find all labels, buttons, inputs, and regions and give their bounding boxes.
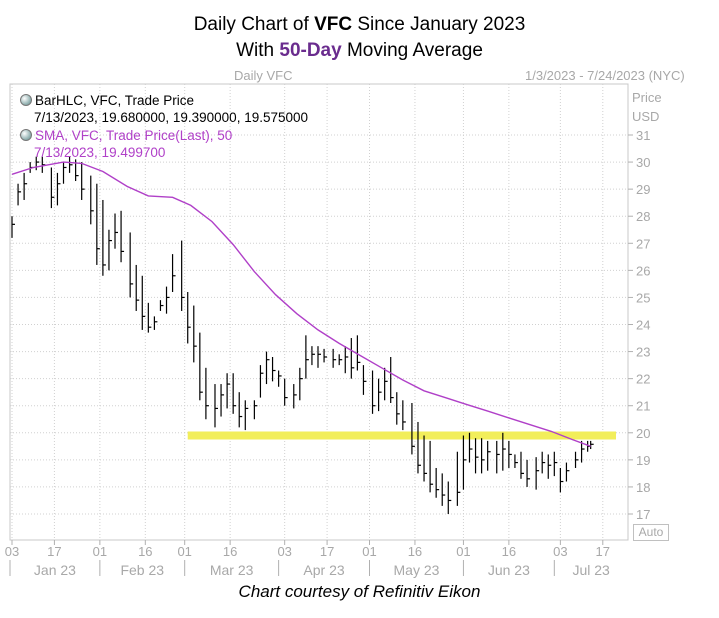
- x-axis: 03 17 01 16 01 16 03 17 01 16 01 16 03 17 Jan 23 Feb 23…: [5, 540, 610, 578]
- y-tick-label: 26: [636, 263, 650, 278]
- x-tick-label: 03: [553, 544, 567, 559]
- x-tick-label: 01: [93, 544, 107, 559]
- y-tick-label: 17: [636, 507, 650, 522]
- chart-title-suffix: Since January 2023: [352, 14, 526, 35]
- y-tick-label: 30: [636, 155, 650, 170]
- x-tick-label: 01: [177, 544, 191, 559]
- x-month-label: Feb 23: [120, 562, 164, 578]
- y-tick-label: 18: [636, 480, 650, 495]
- auto-scale-button[interactable]: Auto: [633, 524, 669, 541]
- x-month-label: Jan 23: [34, 562, 76, 578]
- y-tick-label: 21: [636, 399, 650, 414]
- yaxis-label-price: Price: [632, 90, 662, 105]
- chart-title-ticker: VFC: [314, 14, 353, 35]
- chart-subtitle-prefix: With: [236, 40, 280, 61]
- legend-sma-icon: [20, 129, 32, 141]
- x-tick-label: 17: [596, 544, 610, 559]
- chart-caption: Chart courtesy of Refinitiv Eikon: [238, 582, 481, 601]
- y-tick-label: 20: [636, 426, 650, 441]
- chart-subtitle: With 50-Day Moving Average: [0, 40, 719, 62]
- legend-bar-icon: [20, 94, 32, 106]
- x-tick-label: 03: [277, 544, 291, 559]
- grid: [9, 83, 629, 541]
- y-tick-label: 27: [636, 236, 650, 251]
- x-month-label: May 23: [394, 562, 440, 578]
- x-tick-label: 16: [408, 544, 422, 559]
- x-tick-label: 03: [5, 544, 19, 559]
- sma-line-layer: [11, 161, 591, 447]
- y-tick-label: 23: [636, 345, 650, 360]
- sma-line: [11, 161, 591, 447]
- y-tick-label: 24: [636, 318, 650, 333]
- plot-frame: [9, 83, 629, 541]
- chart-name-label: Daily VFC: [234, 68, 293, 83]
- yaxis-label-currency: USD: [632, 109, 660, 124]
- y-tick-label: 29: [636, 182, 650, 197]
- legend-bar-values: 7/13/2023, 19.680000, 19.390000, 19.5750…: [34, 110, 309, 125]
- x-tick-label: 17: [47, 544, 61, 559]
- legend-sma-series-label: SMA, VFC, Trade Price(Last), 50: [35, 128, 233, 143]
- x-tick-label: 16: [223, 544, 237, 559]
- chart-title-prefix: Daily Chart of: [193, 14, 315, 35]
- date-range-label: 1/3/2023 - 7/24/2023 (NYC): [525, 68, 685, 83]
- legend-sma-series[interactable]: SMA, VFC, Trade Price(Last), 50: [20, 127, 232, 144]
- x-month-label: Apr 23: [303, 562, 344, 578]
- price-bars: [11, 156, 594, 514]
- legend-bar-series[interactable]: BarHLC, VFC, Trade Price: [20, 92, 194, 109]
- y-tick-label: 28: [636, 209, 650, 224]
- y-tick-label: 22: [636, 372, 650, 387]
- x-tick-label: 01: [362, 544, 376, 559]
- y-tick-label: 19: [636, 453, 650, 468]
- x-tick-label: 01: [456, 544, 470, 559]
- x-month-label: Jun 23: [488, 562, 530, 578]
- x-tick-label: 17: [320, 544, 334, 559]
- x-tick-label: 16: [502, 544, 516, 559]
- chart-subtitle-suffix: Moving Average: [341, 40, 483, 61]
- x-month-label: Jul 23: [572, 562, 610, 578]
- x-tick-label: 16: [138, 544, 152, 559]
- legend-bar-series-label: BarHLC, VFC, Trade Price: [35, 93, 195, 108]
- y-tick-label: 25: [636, 290, 650, 305]
- chart-subtitle-accent: 50-Day: [279, 40, 342, 61]
- y-tick-label: 31: [636, 128, 650, 143]
- chart-title: Daily Chart of VFC Since January 2023: [0, 14, 719, 36]
- legend-sma-values: 7/13/2023, 19.499700: [34, 145, 166, 160]
- y-axis: 17 18 19 20 21 22 23 24 25 26 27 28 29 30 31: [628, 128, 650, 522]
- x-month-label: Mar 23: [210, 562, 254, 578]
